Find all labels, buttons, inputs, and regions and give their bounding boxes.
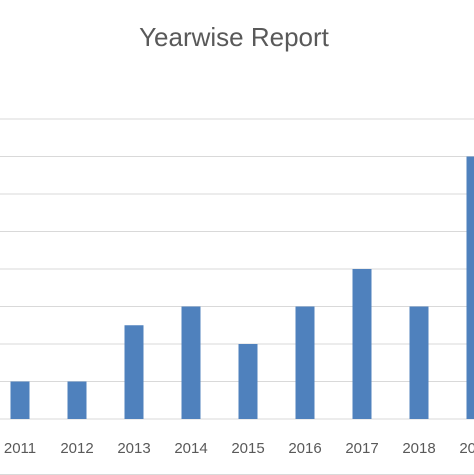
x-tick-label: 2016 — [288, 440, 321, 457]
bar-2018 — [410, 307, 429, 420]
x-tick-label: 2015 — [231, 440, 264, 457]
bar-series — [0, 157, 474, 420]
bar-2016 — [296, 307, 315, 420]
x-tick-label: 2012 — [60, 440, 93, 457]
gridlines — [0, 119, 474, 419]
bar-2013 — [125, 325, 144, 419]
x-tick-label: 2018 — [402, 440, 435, 457]
bar-2012 — [68, 382, 87, 420]
x-tick-label: 2013 — [117, 440, 150, 457]
bar-2017 — [353, 269, 372, 419]
bar-2011 — [11, 382, 30, 420]
x-tick-label: 2011 — [4, 440, 36, 457]
x-tick-labels: 2010201120122013201420152016201720182019 — [0, 440, 474, 457]
bar-2015 — [239, 344, 258, 419]
bar-2014 — [182, 307, 201, 420]
bar-2019 — [467, 157, 474, 420]
x-tick-label: 2014 — [174, 440, 207, 457]
chart-title: Yearwise Report — [139, 22, 330, 52]
x-tick-label: 2017 — [345, 440, 378, 457]
x-tick-label: 2019 — [459, 440, 474, 457]
